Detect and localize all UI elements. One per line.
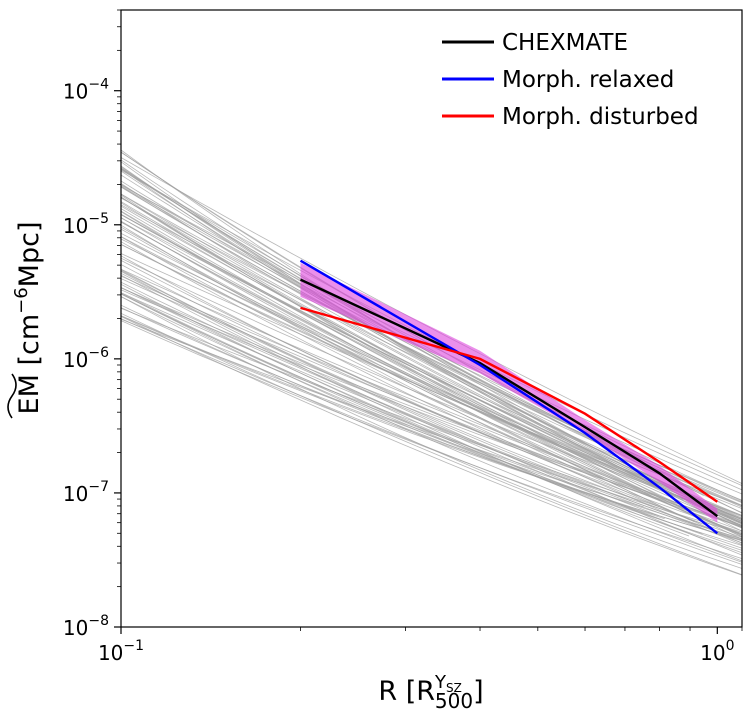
profile-line [120, 307, 660, 508]
x-tick-label: 100 [700, 638, 734, 665]
y-tick-label: 10−8 [63, 613, 109, 640]
profile-line [120, 289, 743, 527]
legend-label-relaxed: Morph. relaxed [502, 67, 674, 93]
axis-ticks-group [114, 9, 743, 634]
profile-line [120, 220, 691, 521]
profile-line [120, 241, 743, 546]
profile-line [120, 214, 684, 501]
tilde-accent [7, 373, 17, 419]
profile-line [120, 269, 743, 541]
profile-line [120, 312, 743, 576]
y-axis-label: EM [cm−6Mpc] [11, 222, 45, 415]
profile-line [120, 275, 743, 528]
profile-line [120, 193, 743, 524]
profile-line [120, 238, 743, 518]
profile-line [120, 274, 743, 562]
profile-line [120, 292, 743, 544]
profile-line [120, 211, 743, 538]
series-line-chexmate [299, 278, 719, 518]
y-axis-label-group: EM [cm−6Mpc] [7, 222, 45, 419]
series-line-morph-disturbed [300, 306, 718, 503]
y-tick-label: 10−4 [63, 77, 109, 104]
profile-line [120, 296, 743, 546]
x-axis-label: R [RYSZ 500] [378, 672, 483, 713]
profile-line [120, 287, 659, 516]
y-tick-label: 10−6 [63, 345, 109, 372]
y-tick-label: 10−5 [63, 211, 109, 238]
profile-line [120, 201, 743, 538]
profile-line [120, 260, 702, 524]
profile-line [120, 270, 743, 549]
x-tick-label: 10−1 [98, 638, 144, 665]
series-line-morph-relaxed [299, 259, 719, 535]
profile-line [120, 283, 690, 537]
profile-line [120, 224, 695, 523]
y-tick-label: 10−7 [63, 479, 109, 506]
profile-line [120, 293, 743, 563]
profile-line [120, 214, 743, 524]
profile-line [120, 318, 743, 535]
profile-line [120, 194, 743, 536]
legend-label-chexmate: CHEXMATE [502, 30, 628, 56]
profile-line [120, 208, 743, 540]
profile-line [120, 264, 743, 528]
legend: CHEXMATE Morph. relaxed Morph. disturbed [442, 30, 699, 130]
profile-line [120, 197, 743, 528]
plot-frame [120, 9, 743, 628]
series-lines-group [299, 259, 719, 535]
profile-line [120, 221, 743, 536]
legend-label-disturbed: Morph. disturbed [502, 104, 699, 130]
profile-line [120, 287, 743, 554]
individual-profiles-group [120, 149, 743, 576]
profile-line [120, 268, 743, 529]
